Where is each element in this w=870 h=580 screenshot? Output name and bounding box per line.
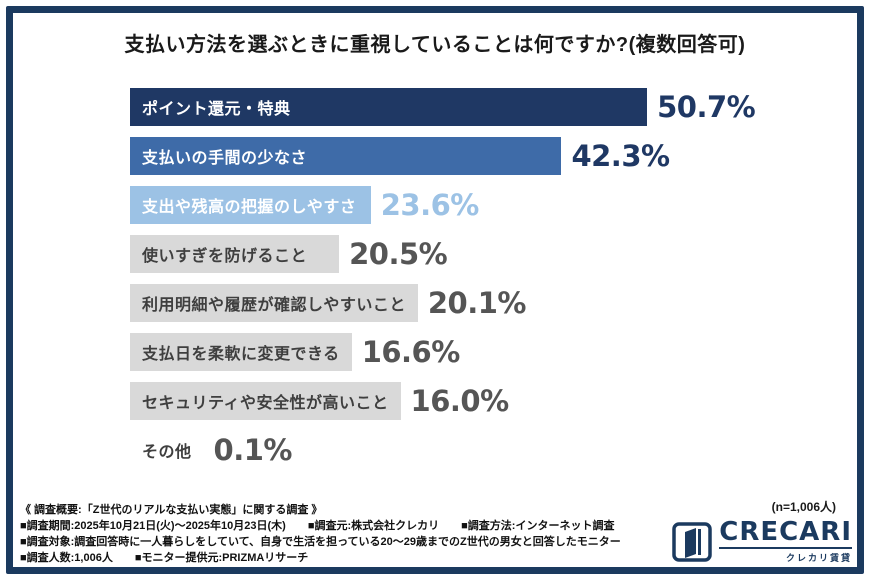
chart-title: 支払い方法を選ぶときに重視していることは何ですか?(複数回答可) <box>124 34 746 56</box>
bar-value: 16.0% <box>410 384 510 418</box>
chart-row: ポイント還元・特典 50.7% <box>130 88 850 126</box>
bar-label: ポイント還元・特典 <box>142 101 291 118</box>
bar-value: 42.3% <box>571 139 670 173</box>
bar-label: 支払日を柔軟に変更できる <box>142 346 340 363</box>
survey-overview-title: 《 調査概要:「Z世代のリアルな支払い実態」に関する調査 》 <box>20 504 323 516</box>
bar: セキュリティや安全性が高いこと <box>130 382 401 420</box>
bar-value: 20.1% <box>427 286 527 320</box>
logo-wordmark: CRECARI <box>719 517 852 547</box>
chart-row: 支払日を柔軟に変更できる 16.6% <box>130 333 850 371</box>
logo-text: CRECARI クレカリ賃貸 <box>719 519 852 564</box>
bar: その他 <box>130 431 204 469</box>
bar-value: 23.6% <box>380 188 480 222</box>
chart-row: 使いすぎを防げること 20.5% <box>130 235 850 273</box>
bar: 支出や残高の把握のしやすさ <box>130 186 371 224</box>
bar: 利用明細や履歴が確認しやすいこと <box>130 284 418 322</box>
chart-row: 利用明細や履歴が確認しやすいこと 20.1% <box>130 284 850 322</box>
bar: ポイント還元・特典 <box>130 88 648 126</box>
bar-label: 支払いの手間の少なさ <box>142 150 308 167</box>
chart-row: その他 0.1% <box>130 431 850 469</box>
chart-row: 支払いの手間の少なさ 42.3% <box>130 137 850 175</box>
open-door-icon <box>672 521 712 562</box>
bar-label: 使いすぎを防げること <box>142 248 308 265</box>
survey-period-line: ■調査期間:2025年10月21日(火)〜2025年10月23日(木) ■調査元… <box>20 520 615 532</box>
bar-chart: ポイント還元・特典 50.7% 支払いの手間の少なさ 42.3% 支出や残高の把握のしや… <box>130 88 850 480</box>
survey-target-line: ■調査対象:調査回答時に一人暮らしをしていて、自身で生活を担っている20〜29歳… <box>20 536 621 548</box>
bar: 使いすぎを防げること <box>130 235 340 273</box>
bar-label: 支出や残高の把握のしやすさ <box>142 199 357 216</box>
chart-rows: ポイント還元・特典 50.7% 支払いの手間の少なさ 42.3% 支出や残高の把握のしや… <box>130 88 850 469</box>
bar-value: 16.6% <box>361 335 461 369</box>
bar-value: 20.5% <box>349 237 448 271</box>
bar: 支払いの手間の少なさ <box>130 137 562 175</box>
bar-label: その他 <box>142 444 192 461</box>
bar-value: 0.1% <box>213 433 293 467</box>
bar-label: 利用明細や履歴が確認しやすいこと <box>142 297 406 314</box>
logo-subtitle: クレカリ賃貸 <box>719 547 852 564</box>
chart-row: 支出や残高の把握のしやすさ 23.6% <box>130 186 850 224</box>
crecari-logo: CRECARI クレカリ賃貸 <box>672 519 852 564</box>
bar-label: セキュリティや安全性が高いこと <box>142 395 389 412</box>
chart-row: セキュリティや安全性が高いこと 16.0% <box>130 382 850 420</box>
bar: 支払日を柔軟に変更できる <box>130 333 352 371</box>
survey-count-line: ■調査人数:1,006人 ■モニター提供元:PRIZMAリサーチ <box>20 552 309 564</box>
survey-overview: 《 調査概要:「Z世代のリアルな支払い実態」に関する調査 》 ■調査期間:202… <box>20 502 660 566</box>
sample-size-note: (n=1,006人) <box>771 500 836 514</box>
bar-value: 50.7% <box>657 90 756 124</box>
